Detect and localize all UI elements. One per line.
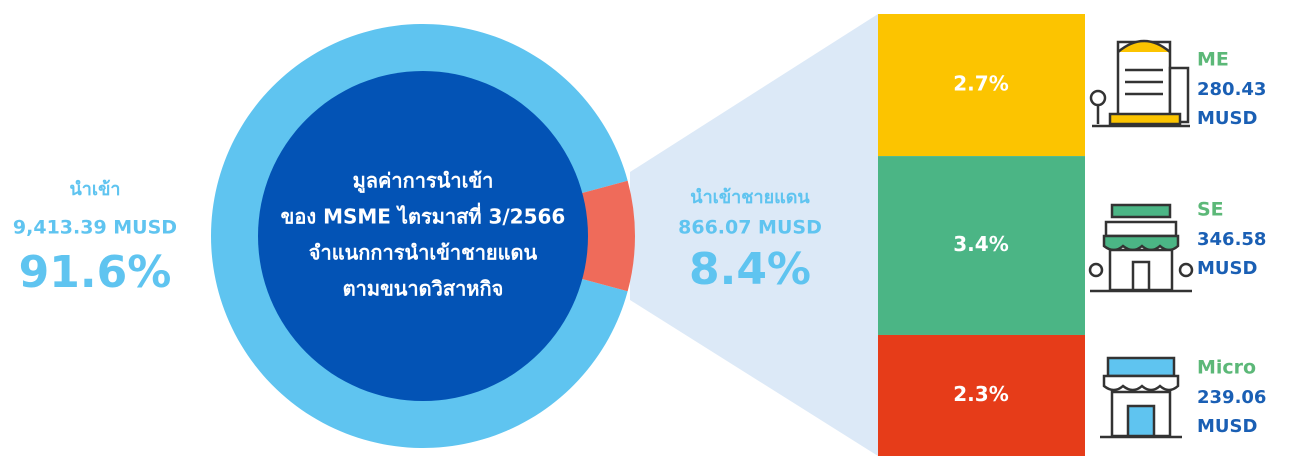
segment-amount: 280.43: [1197, 79, 1266, 100]
value-label: 8.4%: [689, 244, 811, 295]
segment-unit: MUSD: [1197, 258, 1257, 279]
bar-segment: [878, 334, 1085, 456]
center-text: มูลค่าการนำเข้า: [353, 169, 494, 195]
segment-name: ME: [1197, 49, 1229, 71]
segment-name: Micro: [1197, 357, 1256, 379]
value-label: 91.6%: [19, 247, 172, 298]
bar-label: 2.3%: [953, 382, 1008, 406]
segment-unit: MUSD: [1197, 416, 1257, 437]
segment-unit: MUSD: [1197, 108, 1257, 129]
icon-store: [1100, 356, 1182, 439]
amount-label: 866.07 MUSD: [678, 217, 822, 239]
donut: [210, 24, 635, 448]
icon-building: [1089, 39, 1190, 128]
bar-segment: [878, 14, 1085, 157]
category-label: นำเข้าชายแดน: [690, 187, 810, 208]
bar-label: 3.4%: [953, 232, 1008, 256]
center-text: ของ MSME ไตรมาสที่ 3/2566: [281, 202, 566, 229]
bar: [878, 14, 1085, 456]
bar-label: 2.7%: [953, 72, 1008, 96]
center-text: จำแนกการนำเข้าชายแดน: [309, 241, 538, 265]
category-label: นำเข้า: [70, 179, 121, 200]
segment-amount: 239.06: [1197, 387, 1266, 408]
icon-shop: [1088, 203, 1194, 293]
center-text: ตามขนาดวิสาหกิจ: [343, 277, 504, 301]
donut-center: [258, 71, 588, 401]
segment-amount: 346.58: [1197, 229, 1266, 250]
connector: [630, 14, 878, 456]
segment-name: SE: [1197, 199, 1224, 221]
amount-label: 9,413.39 MUSD: [13, 217, 177, 239]
bar-segment: [878, 156, 1085, 335]
